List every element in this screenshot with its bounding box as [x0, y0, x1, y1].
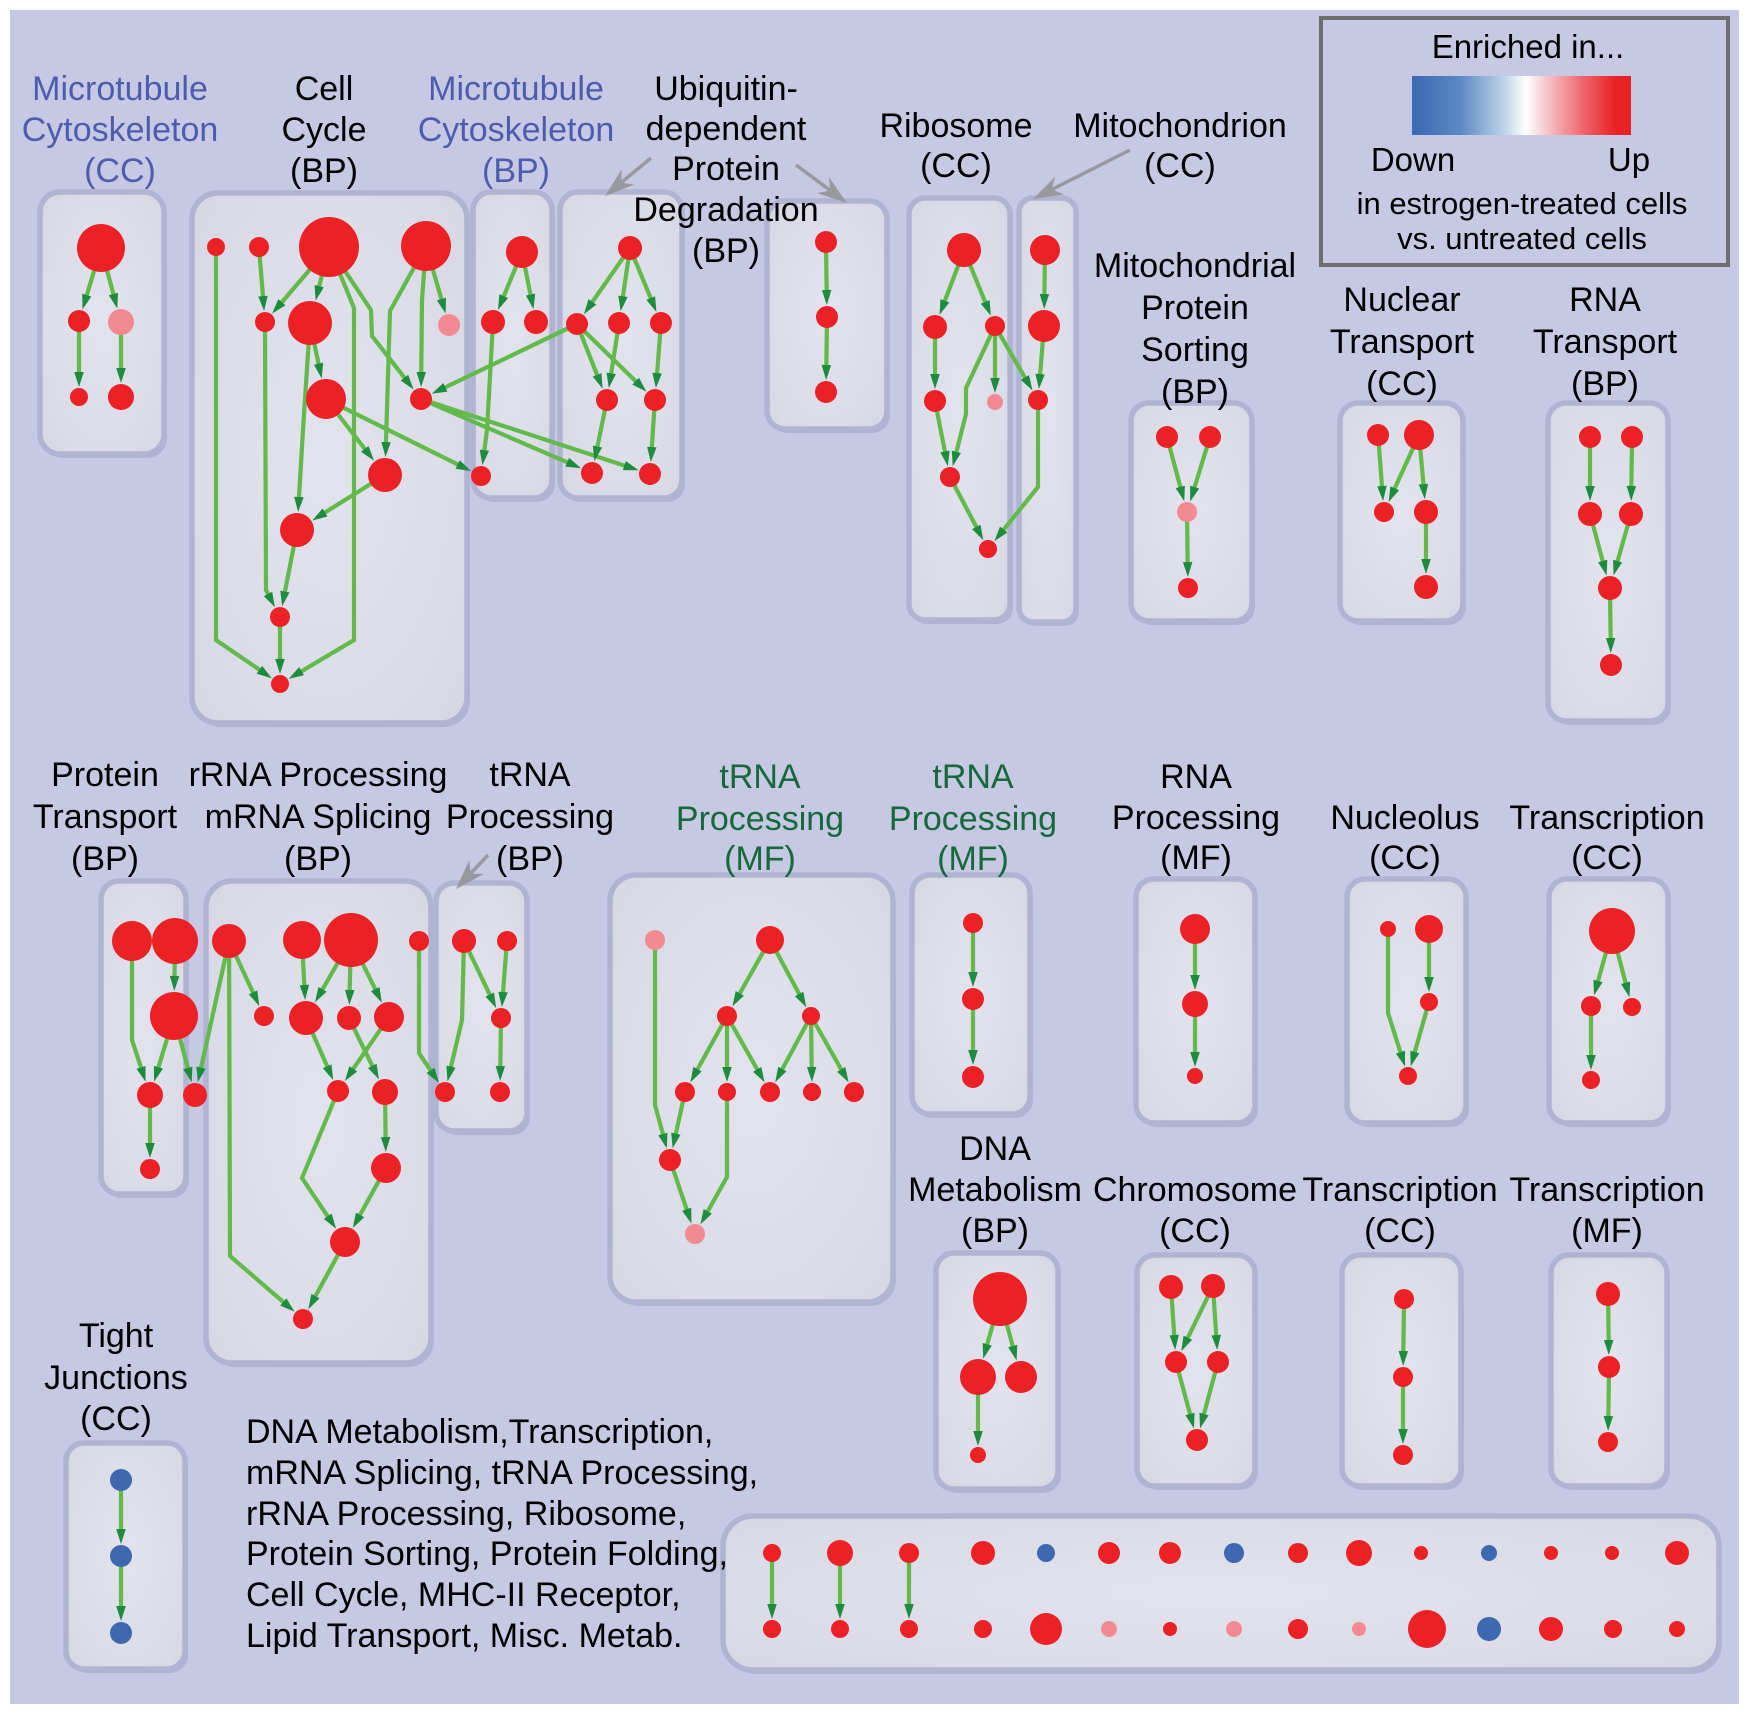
- svg-text:(MF): (MF): [1571, 1212, 1643, 1250]
- svg-text:(MF): (MF): [724, 840, 796, 878]
- svg-text:Protein: Protein: [672, 150, 780, 188]
- svg-text:(CC): (CC): [1571, 839, 1643, 877]
- svg-text:(CC): (CC): [1366, 365, 1438, 403]
- svg-text:Transport: Transport: [1330, 323, 1475, 361]
- svg-text:rRNA Processing: rRNA Processing: [189, 756, 448, 794]
- svg-text:(MF): (MF): [1160, 839, 1232, 877]
- svg-text:vs. untreated cells: vs. untreated cells: [1397, 221, 1647, 256]
- svg-text:Processing: Processing: [676, 800, 844, 838]
- svg-text:(BP): (BP): [71, 840, 139, 878]
- svg-text:(BP): (BP): [284, 840, 352, 878]
- svg-text:(BP): (BP): [692, 232, 760, 270]
- svg-text:Processing: Processing: [889, 800, 1057, 838]
- svg-text:Enriched in...: Enriched in...: [1432, 28, 1625, 65]
- svg-text:Metabolism: Metabolism: [908, 1171, 1082, 1209]
- svg-text:Protein: Protein: [1141, 289, 1249, 327]
- svg-text:Chromosome: Chromosome: [1093, 1171, 1297, 1209]
- svg-text:Sorting: Sorting: [1141, 331, 1249, 369]
- svg-text:(CC): (CC): [1159, 1212, 1231, 1250]
- svg-text:(CC): (CC): [1144, 147, 1216, 185]
- svg-text:tRNA: tRNA: [719, 758, 801, 796]
- svg-text:tRNA: tRNA: [932, 758, 1014, 796]
- svg-text:Transcription: Transcription: [1509, 799, 1704, 837]
- svg-text:mRNA Splicing: mRNA Splicing: [205, 798, 432, 836]
- svg-text:Protein: Protein: [51, 756, 159, 794]
- svg-text:DNA: DNA: [959, 1130, 1031, 1168]
- svg-text:Transcription: Transcription: [1302, 1171, 1497, 1209]
- svg-text:Cell Cycle, MHC-II Receptor,: Cell Cycle, MHC-II Receptor,: [246, 1576, 681, 1614]
- svg-text:Processing: Processing: [446, 798, 614, 836]
- svg-text:Lipid Transport, Misc. Metab.: Lipid Transport, Misc. Metab.: [246, 1617, 683, 1655]
- svg-text:(BP): (BP): [482, 152, 550, 190]
- svg-text:in estrogen-treated cells: in estrogen-treated cells: [1357, 186, 1688, 221]
- svg-text:(CC): (CC): [1369, 839, 1441, 877]
- svg-text:dependent: dependent: [646, 110, 807, 148]
- svg-text:(MF): (MF): [937, 840, 1009, 878]
- svg-text:Microtubule: Microtubule: [428, 70, 604, 108]
- svg-text:Processing: Processing: [1112, 799, 1280, 837]
- svg-text:tRNA: tRNA: [489, 756, 571, 794]
- svg-text:Tight: Tight: [79, 1317, 154, 1355]
- svg-text:mRNA Splicing, tRNA Processing: mRNA Splicing, tRNA Processing,: [246, 1454, 758, 1492]
- svg-text:DNA Metabolism,Transcription,: DNA Metabolism,Transcription,: [246, 1413, 713, 1451]
- svg-text:(CC): (CC): [80, 1400, 152, 1438]
- svg-text:Ubiquitin-: Ubiquitin-: [654, 70, 798, 108]
- svg-text:Cytoskeleton: Cytoskeleton: [22, 111, 219, 149]
- svg-text:(BP): (BP): [290, 152, 358, 190]
- svg-text:(CC): (CC): [920, 147, 992, 185]
- svg-text:Mitochondrion: Mitochondrion: [1073, 107, 1287, 145]
- svg-text:(BP): (BP): [1571, 365, 1639, 403]
- svg-text:(BP): (BP): [961, 1212, 1029, 1250]
- svg-text:Protein Sorting, Protein Foldi: Protein Sorting, Protein Folding,: [246, 1535, 728, 1573]
- svg-text:Cycle: Cycle: [281, 111, 366, 149]
- svg-text:RNA: RNA: [1160, 758, 1232, 796]
- svg-text:Degradation: Degradation: [633, 191, 818, 229]
- svg-text:(CC): (CC): [84, 152, 156, 190]
- svg-text:(CC): (CC): [1364, 1212, 1436, 1250]
- svg-text:Up: Up: [1608, 141, 1650, 178]
- svg-text:Down: Down: [1371, 141, 1455, 178]
- svg-text:Ribosome: Ribosome: [879, 107, 1032, 145]
- svg-text:RNA: RNA: [1569, 281, 1641, 319]
- svg-text:rRNA Processing, Ribosome,: rRNA Processing, Ribosome,: [246, 1495, 686, 1533]
- svg-text:Mitochondrial: Mitochondrial: [1094, 247, 1296, 285]
- svg-text:Cell: Cell: [295, 70, 354, 108]
- svg-text:Nuclear: Nuclear: [1343, 281, 1460, 319]
- svg-text:Nucleolus: Nucleolus: [1330, 799, 1479, 837]
- svg-text:(BP): (BP): [1161, 373, 1229, 411]
- svg-text:Transport: Transport: [33, 798, 178, 836]
- svg-text:(BP): (BP): [496, 840, 564, 878]
- svg-text:Cytoskeleton: Cytoskeleton: [418, 111, 615, 149]
- svg-text:Microtubule: Microtubule: [32, 70, 208, 108]
- svg-text:Transport: Transport: [1533, 323, 1678, 361]
- svg-text:Transcription: Transcription: [1509, 1171, 1704, 1209]
- svg-text:Junctions: Junctions: [44, 1359, 188, 1397]
